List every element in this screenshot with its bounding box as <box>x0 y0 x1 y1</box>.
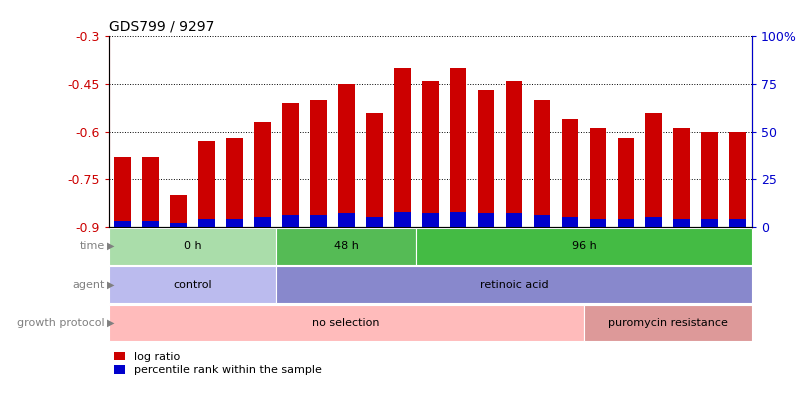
Bar <box>282 103 299 227</box>
Bar <box>617 138 634 227</box>
Bar <box>114 221 131 227</box>
Bar <box>337 84 354 227</box>
Text: agent: agent <box>72 279 104 290</box>
Bar <box>728 132 745 227</box>
Bar <box>617 219 634 227</box>
Bar <box>560 119 577 227</box>
Text: growth protocol: growth protocol <box>17 318 104 328</box>
Bar <box>108 228 276 264</box>
Bar <box>276 266 751 303</box>
Bar <box>505 81 522 227</box>
Bar <box>337 213 354 227</box>
Bar <box>673 128 689 227</box>
Bar <box>276 228 416 264</box>
Bar <box>416 228 751 264</box>
Bar <box>254 217 271 227</box>
Bar <box>533 215 550 227</box>
Bar <box>108 266 276 303</box>
Text: time: time <box>79 241 104 251</box>
Bar <box>226 219 243 227</box>
Bar <box>365 217 382 227</box>
Text: 48 h: 48 h <box>333 241 358 251</box>
Bar <box>583 305 751 341</box>
Text: ▶: ▶ <box>107 318 114 328</box>
Bar <box>393 211 410 227</box>
Bar <box>309 215 326 227</box>
Bar <box>449 211 466 227</box>
Bar <box>170 195 186 227</box>
Bar <box>254 122 271 227</box>
Bar <box>477 90 494 227</box>
Bar <box>505 213 522 227</box>
Bar <box>170 223 186 227</box>
Bar <box>673 219 689 227</box>
Bar <box>700 219 717 227</box>
Bar <box>309 100 326 227</box>
Bar <box>198 141 214 227</box>
Bar <box>142 157 159 227</box>
Bar <box>728 219 745 227</box>
Bar <box>142 221 159 227</box>
Bar <box>645 113 662 227</box>
Bar <box>108 305 583 341</box>
Legend: log ratio, percentile rank within the sample: log ratio, percentile rank within the sa… <box>114 352 321 375</box>
Text: retinoic acid: retinoic acid <box>479 279 548 290</box>
Bar <box>589 219 605 227</box>
Text: control: control <box>173 279 211 290</box>
Bar <box>365 113 382 227</box>
Bar <box>589 128 605 227</box>
Bar <box>645 217 662 227</box>
Text: ▶: ▶ <box>107 241 114 251</box>
Bar <box>114 157 131 227</box>
Text: puromycin resistance: puromycin resistance <box>607 318 727 328</box>
Bar <box>477 213 494 227</box>
Bar <box>198 219 214 227</box>
Bar <box>533 100 550 227</box>
Bar <box>393 68 410 227</box>
Bar <box>449 68 466 227</box>
Text: ▶: ▶ <box>107 279 114 290</box>
Bar <box>226 138 243 227</box>
Bar <box>700 132 717 227</box>
Text: GDS799 / 9297: GDS799 / 9297 <box>108 20 214 34</box>
Bar <box>422 81 438 227</box>
Bar <box>422 213 438 227</box>
Bar <box>282 215 299 227</box>
Text: 96 h: 96 h <box>571 241 596 251</box>
Text: 0 h: 0 h <box>183 241 201 251</box>
Text: no selection: no selection <box>312 318 380 328</box>
Bar <box>560 217 577 227</box>
